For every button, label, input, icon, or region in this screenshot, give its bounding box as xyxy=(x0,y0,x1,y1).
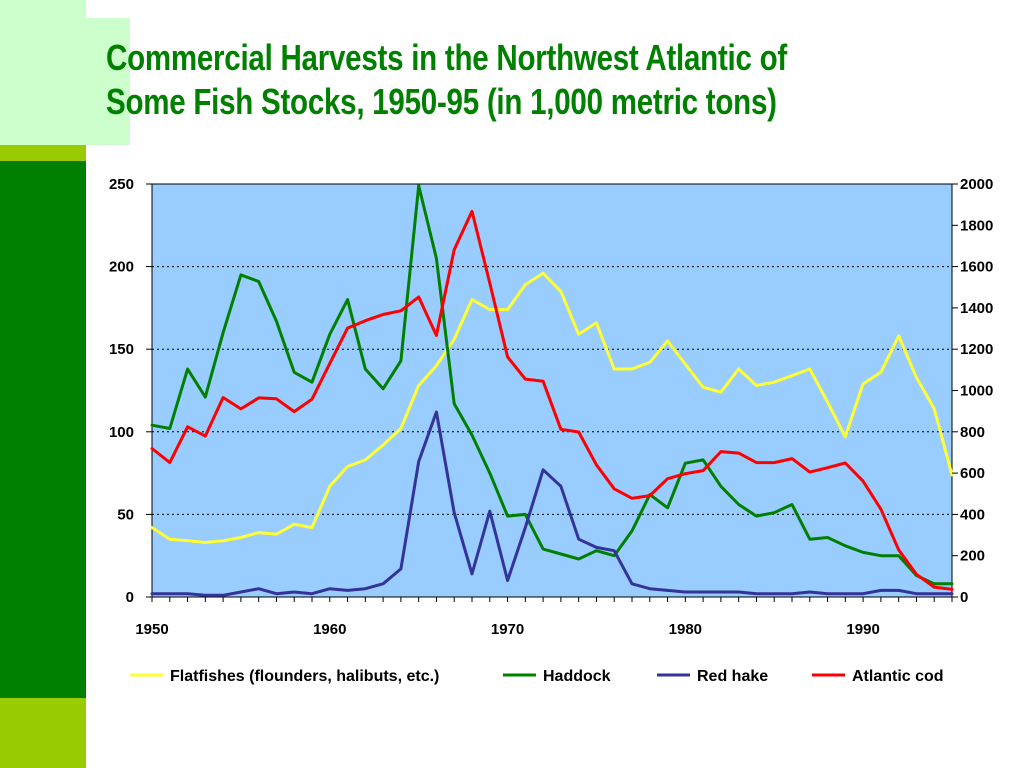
legend-label-atlantic-cod: Atlantic cod xyxy=(852,668,944,685)
grid-lines xyxy=(152,266,952,515)
x-tick-label: 1970 xyxy=(491,621,524,638)
series-line-atlantic-cod xyxy=(150,209,954,591)
y-right-tick-label: 1000 xyxy=(960,383,993,400)
y-left-tick-label: 200 xyxy=(109,259,134,276)
x-tick-label: 1990 xyxy=(846,621,879,638)
decor-strip-band xyxy=(0,145,86,161)
decor-strip-middle xyxy=(0,161,86,698)
x-tick-label: 1960 xyxy=(313,621,346,638)
y-right-tick-label: 400 xyxy=(960,506,985,523)
y-right-tick-label: 1800 xyxy=(960,217,993,234)
legend: Flatfishes (flounders, halibuts, etc.) Ha… xyxy=(130,668,944,685)
legend-label-haddock: Haddock xyxy=(543,668,611,685)
series-layer xyxy=(150,184,954,597)
y-left-tick-label: 150 xyxy=(109,341,134,358)
series-line-haddock xyxy=(150,184,954,586)
y-right-tick-label: 1200 xyxy=(960,341,993,358)
legend-label-red-hake: Red hake xyxy=(697,668,768,685)
series-line-flatfishes-flounders-halibuts-etc xyxy=(150,271,954,544)
slide-title: Commercial Harvests in the Northwest Atl… xyxy=(106,36,828,124)
series-line-red-hake xyxy=(150,410,954,597)
y-left-tick-label: 100 xyxy=(109,424,134,441)
decor-strip-top xyxy=(0,0,86,145)
y-right-tick-label: 200 xyxy=(960,548,985,565)
legend-label-flatfishes-flounders-halibuts-etc: Flatfishes (flounders, halibuts, etc.) xyxy=(170,668,439,685)
y-left-tick-label: 0 xyxy=(126,589,134,606)
y-right-tick-label: 0 xyxy=(960,589,968,606)
y-right-tick-label: 1400 xyxy=(960,300,993,317)
slide-title-line-1: Commercial Harvests in the Northwest Atl… xyxy=(106,37,787,78)
x-tick-label: 1980 xyxy=(669,621,702,638)
decor-title-block xyxy=(86,18,130,145)
y-left-tick-label: 50 xyxy=(117,506,134,523)
y-right-tick-label: 800 xyxy=(960,424,985,441)
decor-strip-bottom xyxy=(0,698,86,768)
y-right-tick-label: 2000 xyxy=(960,176,993,193)
y-left-tick-label: 250 xyxy=(109,176,134,193)
y-right-tick-label: 1600 xyxy=(960,259,993,276)
slide-title-line-2: Some Fish Stocks, 1950-95 (in 1,000 metr… xyxy=(106,81,777,122)
y-right-tick-label: 600 xyxy=(960,465,985,482)
x-tick-label: 1950 xyxy=(135,621,168,638)
axes: 0 50 100 150 200 250 0 200 400 600 800 1000 1200 1400… xyxy=(109,176,993,638)
